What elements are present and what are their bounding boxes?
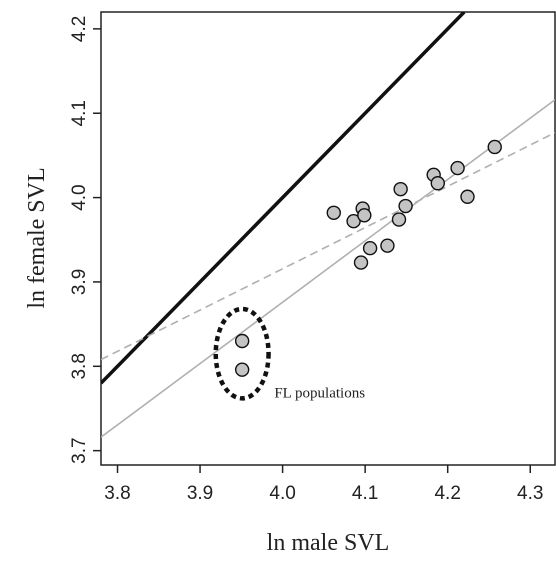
- y-axis-title: ln female SVL: [24, 167, 50, 308]
- y-tick-label: 4.1: [69, 100, 90, 126]
- x-axis-title: ln male SVL: [267, 530, 390, 556]
- y-tick-label: 3.7: [69, 437, 90, 463]
- data-point: [380, 238, 395, 253]
- data-point: [391, 212, 407, 227]
- data-point: [353, 255, 369, 270]
- data-point: [450, 160, 465, 176]
- x-tick-label: 3.8: [104, 483, 130, 504]
- plot-frame: [100, 11, 556, 466]
- fit-line-solid-thin-gray: [101, 99, 555, 438]
- data-point: [362, 241, 378, 256]
- annotation-label: FL populations: [274, 386, 365, 402]
- data-point: [234, 333, 250, 349]
- fl-populations-ellipse: [213, 306, 271, 401]
- data-point: [357, 208, 372, 223]
- y-tick-label: 4.0: [69, 184, 90, 210]
- data-point: [234, 362, 250, 377]
- y-tick-label: 4.2: [69, 16, 90, 42]
- data-point: [398, 198, 413, 214]
- x-tick-label: 4.0: [269, 483, 295, 504]
- data-point: [326, 205, 341, 220]
- data-point: [346, 214, 361, 229]
- data-point: [460, 189, 475, 204]
- fit-line-dashed-gray: [101, 131, 555, 361]
- x-tick-label: 4.2: [434, 483, 460, 504]
- y-tick-label: 3.9: [69, 269, 90, 295]
- data-point: [430, 176, 445, 191]
- x-tick-label: 3.9: [187, 483, 213, 504]
- x-tick-label: 4.3: [517, 483, 543, 504]
- data-point: [393, 181, 408, 197]
- data-point: [487, 139, 502, 155]
- fit-line-solid-thick-black: [101, 12, 466, 385]
- y-tick-label: 3.8: [69, 353, 90, 379]
- x-tick-label: 4.1: [352, 483, 378, 504]
